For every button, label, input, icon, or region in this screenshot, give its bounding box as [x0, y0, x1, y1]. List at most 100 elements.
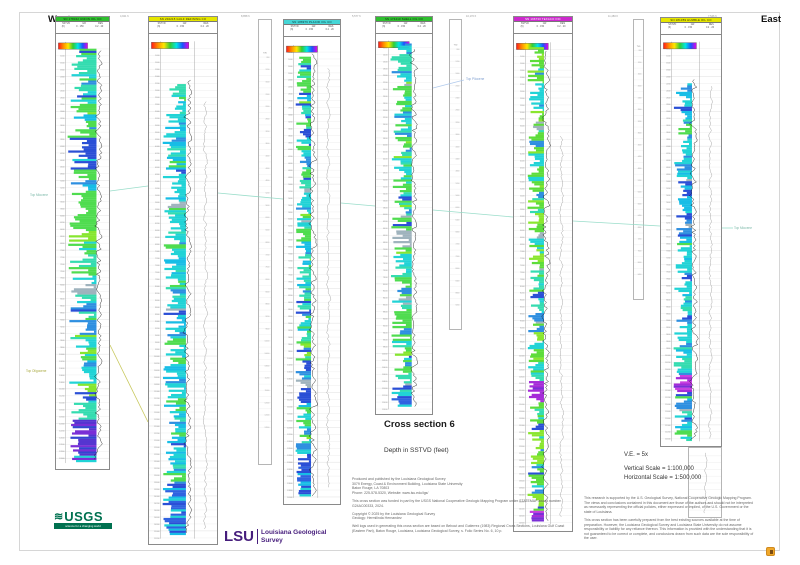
- svg-text:5000: 5000: [60, 181, 64, 183]
- svg-text:1800: 1800: [288, 73, 292, 75]
- svg-text:6200: 6200: [288, 226, 292, 228]
- svg-text:9400: 9400: [60, 333, 64, 335]
- svg-text:4200: 4200: [60, 153, 64, 155]
- svg-text:12200: 12200: [665, 432, 670, 434]
- lgs-name-line1: Louisiana Geological: [261, 529, 327, 537]
- svg-text:9000: 9000: [155, 321, 159, 323]
- svg-text:4200: 4200: [155, 153, 159, 155]
- svg-text:9200: 9200: [265, 316, 269, 318]
- source-reference: Well logs used in generating this cross …: [352, 524, 565, 533]
- svg-text:8800: 8800: [520, 314, 524, 316]
- svg-text:7400: 7400: [60, 264, 64, 266]
- svg-text:13200: 13200: [154, 468, 159, 470]
- svg-text:11000: 11000: [59, 389, 64, 391]
- svg-text:7200: 7200: [456, 244, 460, 246]
- svg-text:1800: 1800: [666, 69, 670, 71]
- svg-text:7800: 7800: [520, 279, 524, 281]
- svg-text:9200: 9200: [288, 330, 292, 332]
- svg-text:1400: 1400: [666, 55, 670, 57]
- svg-text:10600: 10600: [382, 374, 387, 376]
- well-log-header: SSTVD GR RES (ft) 0 · 150 0.2 · 20: [376, 22, 432, 34]
- svg-text:6600: 6600: [155, 237, 159, 239]
- svg-text:7000: 7000: [666, 251, 670, 253]
- svg-text:2200: 2200: [60, 83, 64, 85]
- svg-text:11800: 11800: [154, 419, 159, 421]
- svg-text:4400: 4400: [666, 160, 670, 162]
- svg-text:6400: 6400: [520, 230, 524, 232]
- svg-text:5600: 5600: [520, 202, 524, 204]
- svg-text:13400: 13400: [154, 475, 159, 477]
- svg-text:1400: 1400: [60, 56, 64, 58]
- well-log-tracks: 1200 1400 1600 1800 2000 2200 2400 2600 2800 3000…: [56, 41, 109, 464]
- svg-text:8200: 8200: [155, 293, 159, 295]
- svg-text:6800: 6800: [520, 244, 524, 246]
- track-column-label: RES: [420, 22, 426, 25]
- lsu-lgs-logo: LSU Louisiana Geological Survey: [224, 529, 326, 544]
- track-column-label: RES: [203, 22, 209, 25]
- horizontal-scale-label: Horizontal Scale = 1:500,000: [624, 475, 702, 481]
- svg-text:2400: 2400: [155, 90, 159, 92]
- svg-text:2000: 2000: [520, 77, 524, 79]
- svg-text:11000: 11000: [519, 390, 524, 392]
- page-frame: [19, 12, 780, 551]
- svg-text:9200: 9200: [155, 328, 159, 330]
- svg-text:5400: 5400: [155, 195, 159, 197]
- svg-text:9800: 9800: [383, 346, 387, 348]
- svg-text:3800: 3800: [288, 142, 292, 144]
- svg-text:4800: 4800: [666, 174, 670, 176]
- svg-text:3600: 3600: [638, 133, 642, 135]
- svg-text:6000: 6000: [456, 207, 460, 209]
- svg-text:13000: 13000: [519, 460, 524, 462]
- track-column-label: SSTVD: [62, 22, 71, 25]
- depth-strip-canvas: TVD 800 1200 1600 2000 2400 2800 3200 3600 4000 44…: [634, 46, 643, 276]
- svg-text:8600: 8600: [383, 305, 387, 307]
- svg-text:8800: 8800: [155, 314, 159, 316]
- well-log-tracks: 1200 1400 1600 1800 2000 2200 2400 2600 2800 3000…: [149, 41, 217, 540]
- svg-text:2600: 2600: [288, 101, 292, 103]
- svg-text:5600: 5600: [666, 202, 670, 204]
- svg-text:12000: 12000: [287, 427, 292, 429]
- track-scale-label: (ft): [157, 25, 161, 29]
- svg-text:15200: 15200: [154, 538, 159, 540]
- svg-text:8000: 8000: [666, 285, 670, 287]
- svg-text:13000: 13000: [287, 462, 292, 464]
- svg-text:8200: 8200: [288, 295, 292, 297]
- svg-text:3200: 3200: [638, 121, 642, 123]
- svg-text:6000: 6000: [288, 219, 292, 221]
- svg-text:1200: 1200: [456, 61, 460, 63]
- svg-text:5200: 5200: [638, 180, 642, 182]
- svg-text:5800: 5800: [520, 209, 524, 211]
- svg-text:8000: 8000: [456, 268, 460, 270]
- svg-text:9000: 9000: [520, 321, 524, 323]
- svg-text:11200: 11200: [287, 399, 292, 401]
- svg-text:6600: 6600: [60, 236, 64, 238]
- svg-text:1800: 1800: [60, 70, 64, 72]
- svg-text:6800: 6800: [456, 232, 460, 234]
- svg-text:9200: 9200: [666, 327, 670, 329]
- svg-text:5000: 5000: [520, 181, 524, 183]
- corner-sticker-icon: [766, 547, 775, 556]
- svg-text:11000: 11000: [287, 393, 292, 395]
- svg-text:4400: 4400: [265, 168, 269, 170]
- svg-text:1800: 1800: [383, 68, 387, 70]
- svg-text:5200: 5200: [456, 183, 460, 185]
- well-spacing-label: 11,483 ft: [608, 15, 618, 18]
- svg-text:3600: 3600: [666, 132, 670, 134]
- svg-text:5600: 5600: [383, 200, 387, 202]
- svg-text:12400: 12400: [154, 440, 159, 442]
- track-scale-label: (ft): [290, 28, 294, 32]
- track-scale-label: 0.2 · 20: [417, 25, 426, 29]
- svg-text:2600: 2600: [60, 97, 64, 99]
- svg-text:2200: 2200: [520, 84, 524, 86]
- lsu-logo-divider: [257, 529, 258, 544]
- svg-text:3600: 3600: [383, 131, 387, 133]
- svg-text:4800: 4800: [265, 180, 269, 182]
- svg-text:13800: 13800: [519, 488, 524, 490]
- svg-text:3400: 3400: [155, 125, 159, 127]
- svg-text:2800: 2800: [383, 103, 387, 105]
- well-log-tracks: 1200 1400 1600 1800 2000 2200 2400 2600 2800 3000…: [661, 41, 721, 442]
- svg-text:2400: 2400: [60, 90, 64, 92]
- svg-text:2400: 2400: [383, 89, 387, 91]
- svg-text:12800: 12800: [287, 455, 292, 457]
- svg-text:10800: 10800: [519, 383, 524, 385]
